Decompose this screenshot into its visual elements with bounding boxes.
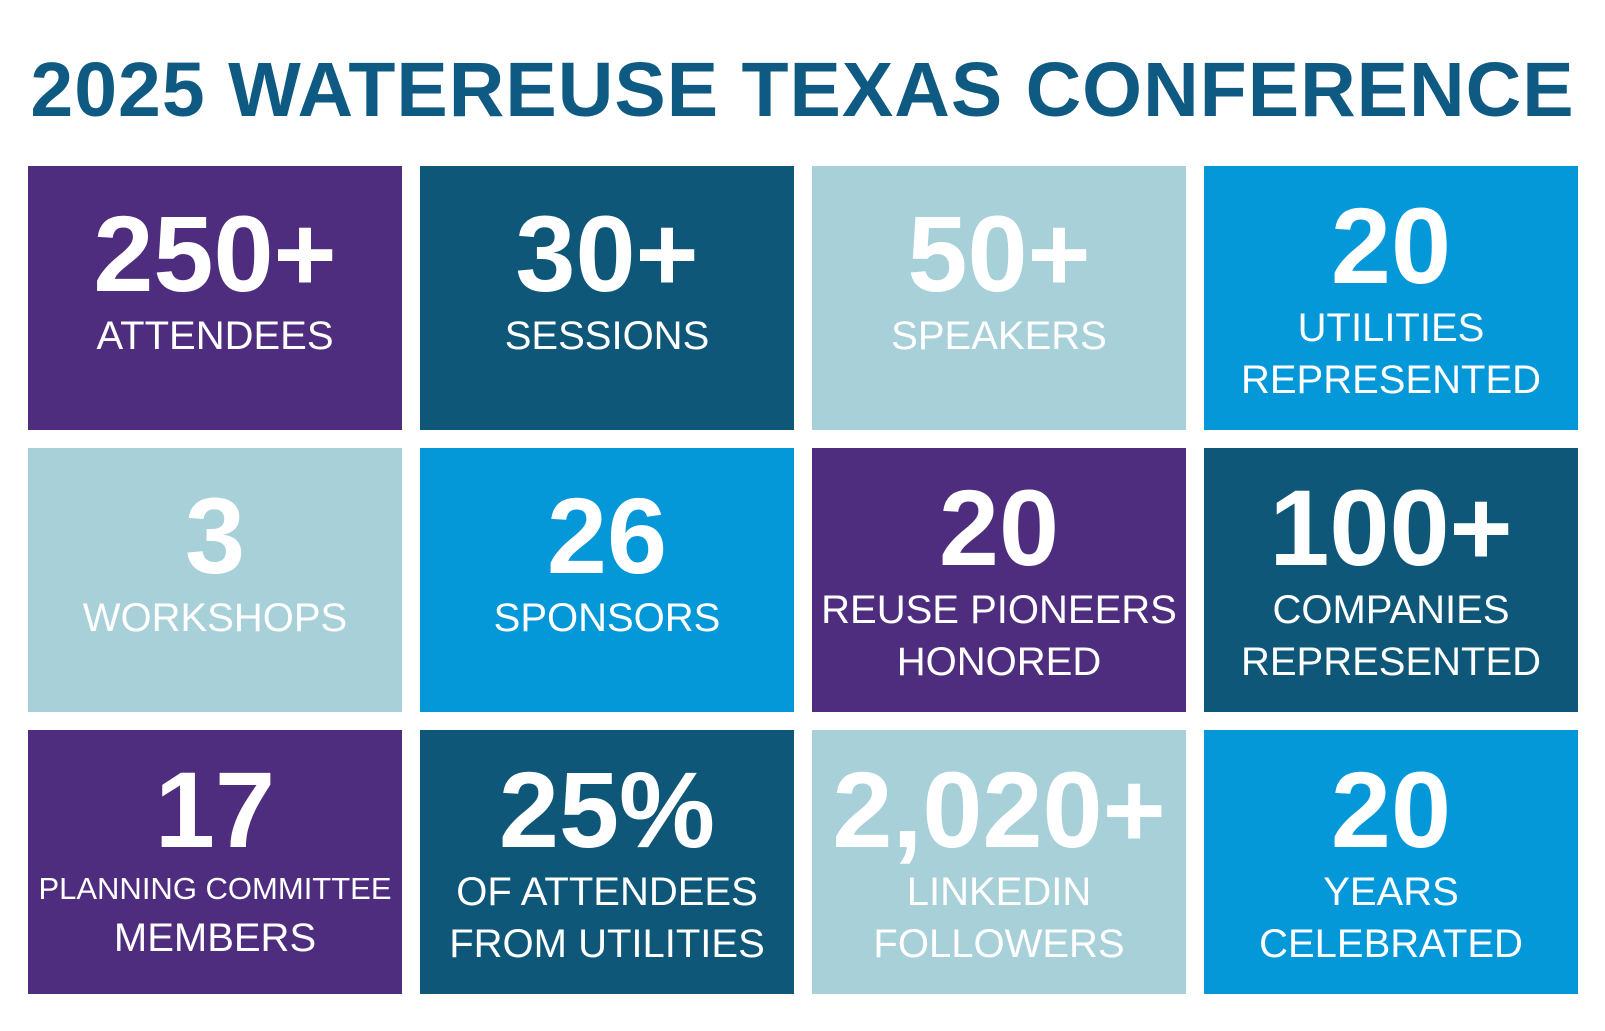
stat-label-line-2: HONORED <box>896 640 1102 684</box>
stat-tile-attendees: 250+ ATTENDEES <box>28 166 402 430</box>
stat-tile-planning-committee: 17 PLANNING COMMITTEE MEMBERS <box>28 730 402 994</box>
stat-tile-utilities: 20 UTILITIES REPRESENTED <box>1204 166 1578 430</box>
stat-label: SPEAKERS <box>891 314 1107 358</box>
stat-value: 25% <box>498 749 716 870</box>
stat-tile-attendees-from-utilities: 25% OF ATTENDEES FROM UTILITIES <box>420 730 794 994</box>
stat-value: 26 <box>546 475 668 596</box>
stat-value: 100+ <box>1269 467 1513 588</box>
stat-label-line-1: PLANNING COMMITTEE <box>38 871 392 906</box>
stat-value: 2,020+ <box>832 749 1166 870</box>
stat-tile-companies: 100+ COMPANIES REPRESENTED <box>1204 448 1578 712</box>
stat-value: 20 <box>938 467 1060 588</box>
stat-tile-sponsors: 26 SPONSORS <box>420 448 794 712</box>
stat-tile-workshops: 3 WORKSHOPS <box>28 448 402 712</box>
stat-label-line-1: YEARS <box>1323 870 1459 914</box>
stat-label: SPONSORS <box>493 596 721 640</box>
stat-value: 17 <box>154 749 276 870</box>
stat-value: 20 <box>1330 185 1452 306</box>
stat-label-line-1: LINKEDIN <box>906 870 1092 914</box>
stat-label-line-2: MEMBERS <box>113 916 317 960</box>
page-title: 2025 WATEREUSE TEXAS CONFERENCE <box>30 47 1575 133</box>
stat-label-line-1: REUSE PIONEERS <box>821 588 1177 632</box>
stat-value: 30+ <box>515 193 699 314</box>
stat-label: ATTENDEES <box>96 314 334 358</box>
stat-label-line-2: REPRESENTED <box>1240 640 1542 684</box>
stat-label: SESSIONS <box>504 314 710 358</box>
stat-label-line-2: FOLLOWERS <box>873 922 1125 966</box>
stat-label-line-1: OF ATTENDEES <box>456 870 758 914</box>
stat-tile-speakers: 50+ SPEAKERS <box>812 166 1186 430</box>
stat-label-line-2: CELEBRATED <box>1259 922 1523 966</box>
stat-label-line-2: FROM UTILITIES <box>449 922 765 966</box>
stat-value: 250+ <box>93 193 337 314</box>
stat-label-line-1: COMPANIES <box>1272 588 1510 632</box>
stat-label: WORKSHOPS <box>82 596 348 640</box>
stat-label-line-1: UTILITIES <box>1297 306 1485 350</box>
stat-value: 50+ <box>907 193 1091 314</box>
stats-grid: 250+ ATTENDEES 30+ SESSIONS 50+ SPEAKERS… <box>28 166 1578 994</box>
stat-label-line-2: REPRESENTED <box>1240 358 1542 402</box>
stat-tile-sessions: 30+ SESSIONS <box>420 166 794 430</box>
stat-tile-years-celebrated: 20 YEARS CELEBRATED <box>1204 730 1578 994</box>
stat-tile-linkedin-followers: 2,020+ LINKEDIN FOLLOWERS <box>812 730 1186 994</box>
stat-value: 3 <box>184 475 246 596</box>
stat-tile-reuse-pioneers: 20 REUSE PIONEERS HONORED <box>812 448 1186 712</box>
stat-value: 20 <box>1330 749 1452 870</box>
